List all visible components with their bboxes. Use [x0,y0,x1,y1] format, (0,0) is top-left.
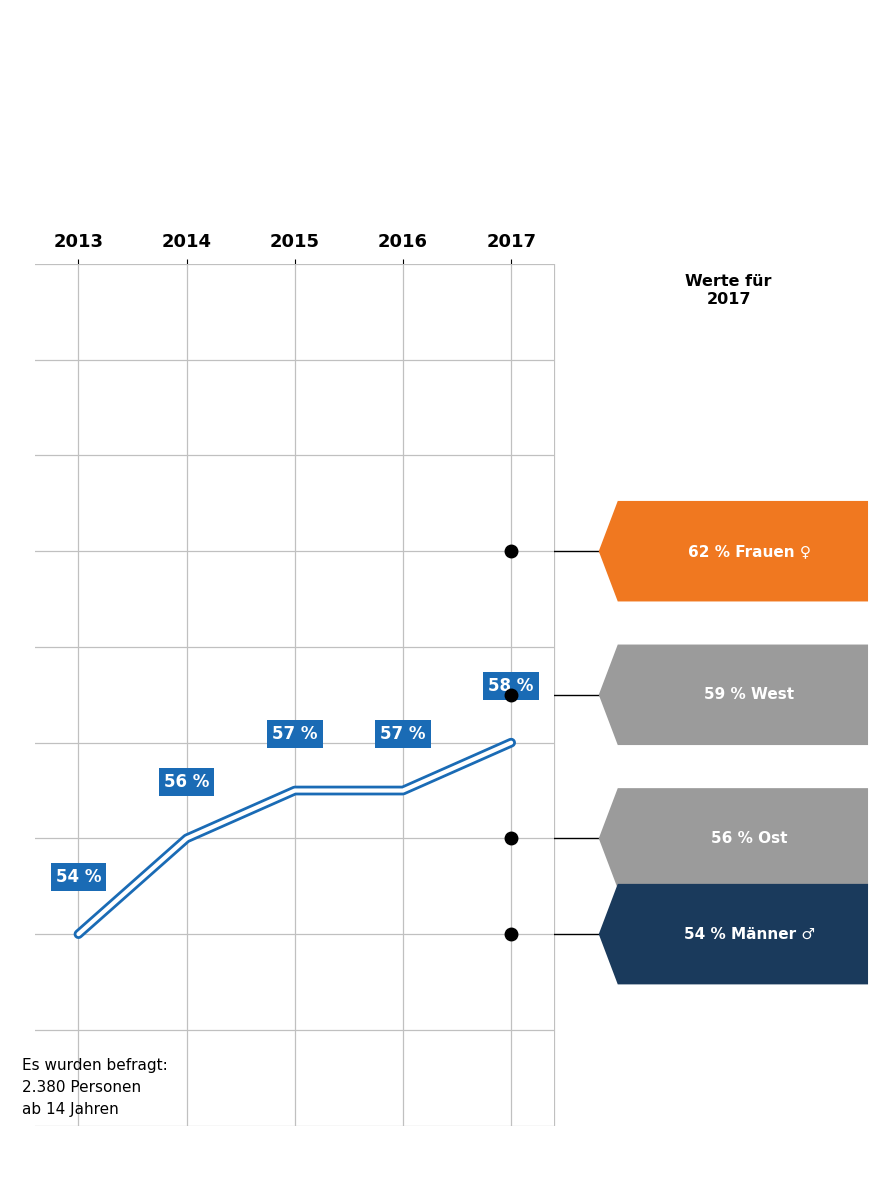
Text: Große Angst vor Gift im Essen: Große Angst vor Gift im Essen [22,13,871,61]
Polygon shape [598,500,868,601]
Polygon shape [598,644,868,745]
Text: Quelle: R+V-Infocenter,  Studie „Die Ängste der Deutschen 2017“: Quelle: R+V-Infocenter, Studie „Die Ängs… [18,1160,546,1177]
Text: 57 %: 57 % [272,725,318,743]
Polygon shape [598,788,868,889]
Text: 57 %: 57 % [380,725,426,743]
Text: So viele Deutsche fürchten sich vor
Schadstoffen in Nahrungsmitteln: So viele Deutsche fürchten sich vor Scha… [22,108,578,172]
Text: 62 % Frauen ♀: 62 % Frauen ♀ [688,544,810,559]
Text: 56 %: 56 % [164,773,209,791]
Text: 56 % Ost: 56 % Ost [711,830,788,846]
Text: Werte für
2017: Werte für 2017 [686,274,772,307]
Text: 54 %: 54 % [55,869,101,887]
Text: 59 % West: 59 % West [704,688,795,702]
Text: 54 % Männer ♂: 54 % Männer ♂ [684,926,815,942]
Polygon shape [598,884,868,984]
Text: Es wurden befragt:
2.380 Personen
ab 14 Jahren: Es wurden befragt: 2.380 Personen ab 14 … [22,1058,168,1117]
Text: 58 %: 58 % [488,677,534,695]
